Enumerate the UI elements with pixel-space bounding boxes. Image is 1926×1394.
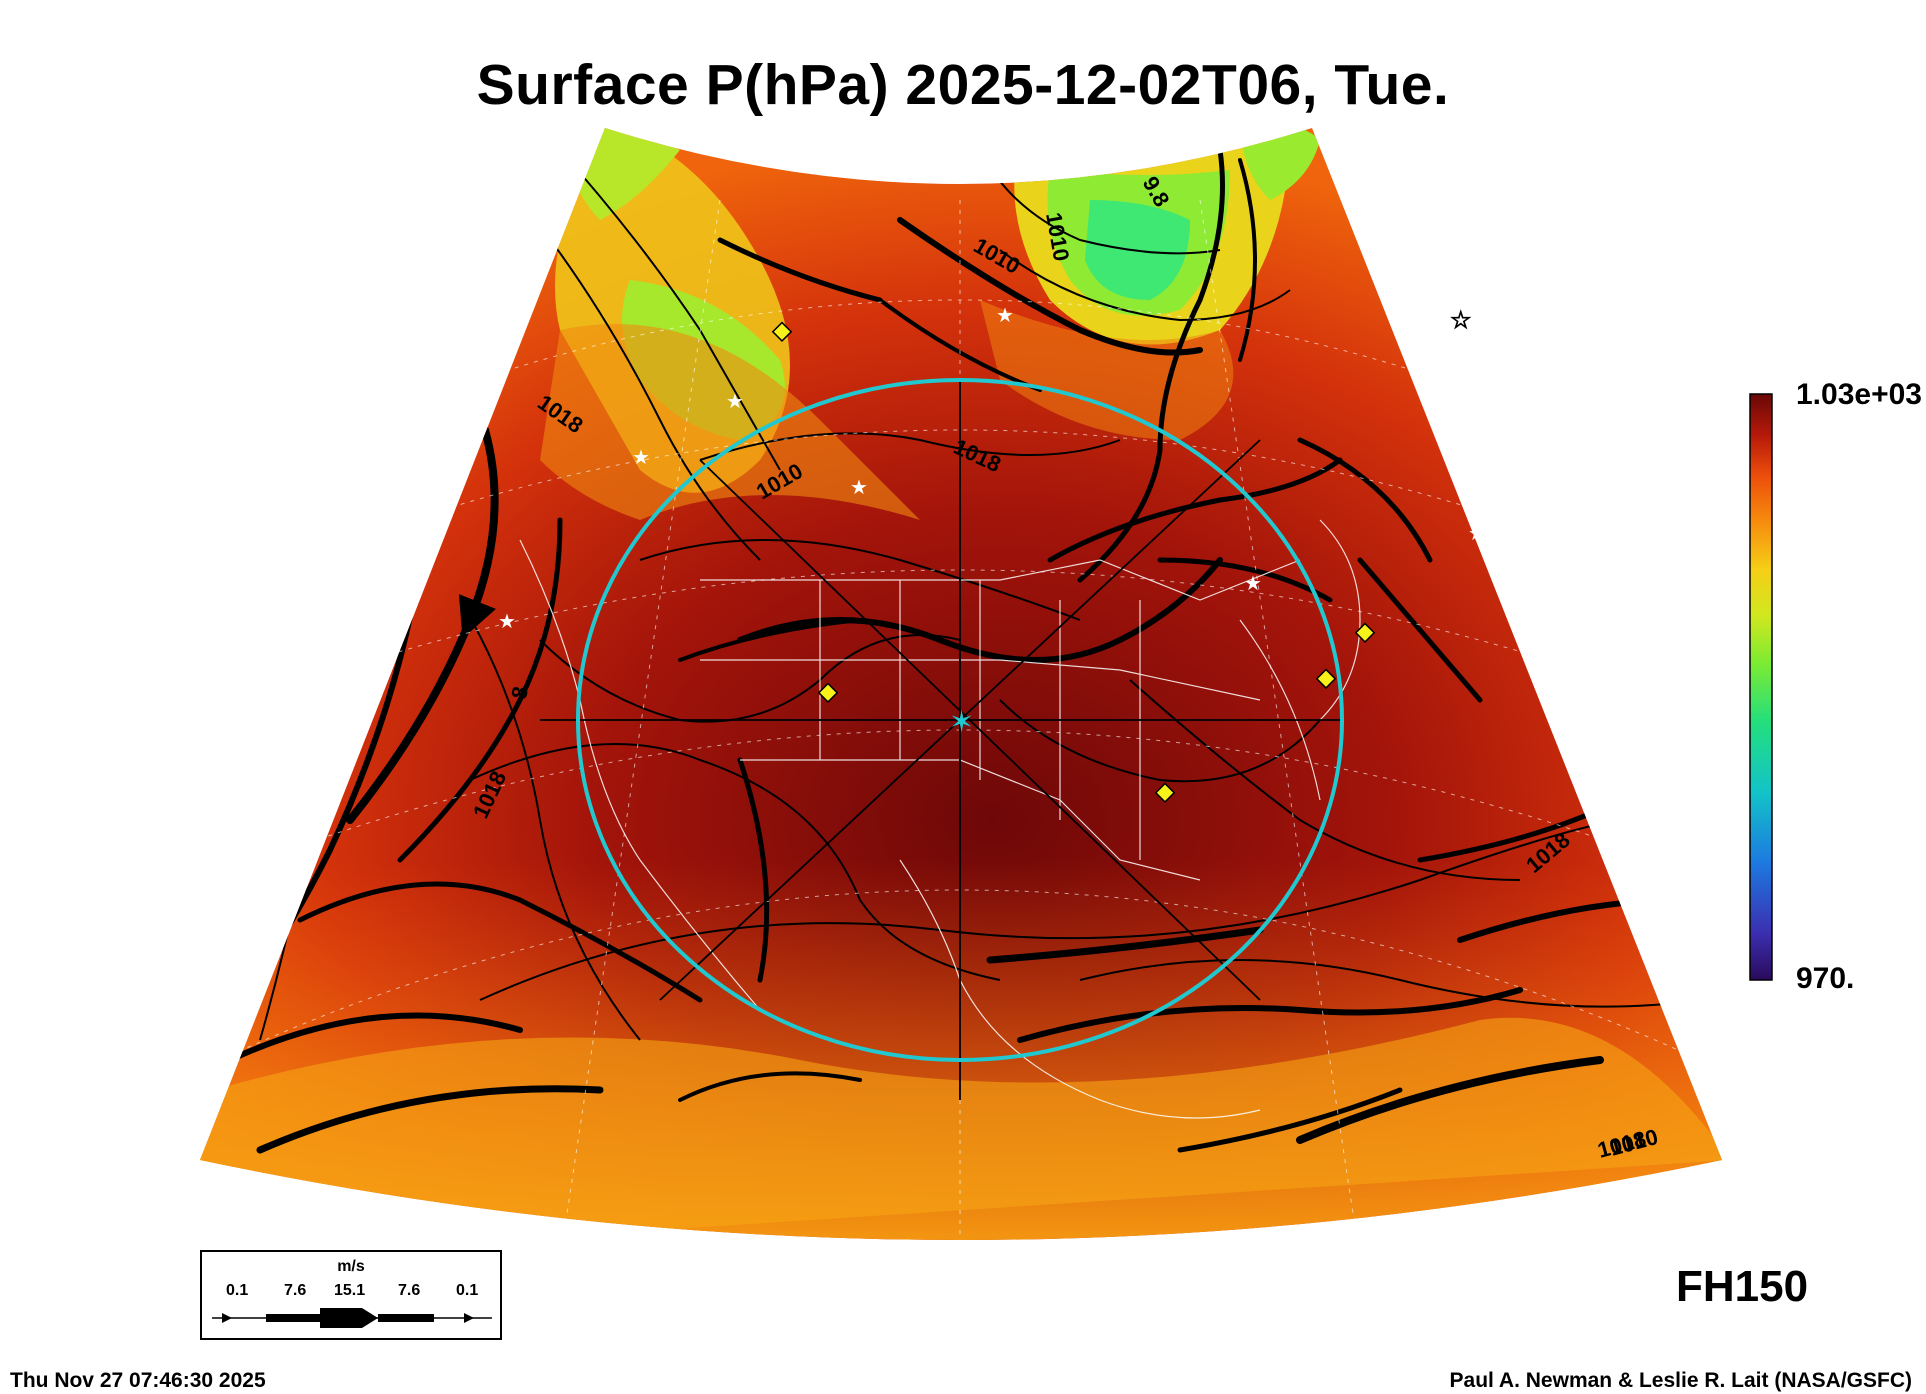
center-star-icon: ✶ — [949, 706, 974, 739]
wind-unit-label: m/s — [337, 1258, 365, 1275]
chart-title: Surface P(hPa) 2025-12-02T06, Tue. — [476, 53, 1450, 117]
white-star-icon: ★ — [726, 391, 744, 413]
colorbar-max-label: 1.03e+03 — [1796, 378, 1922, 411]
wind-speed-legend: m/s 0.1 7.6 15.1 7.6 0.1 — [200, 1250, 502, 1340]
station-diamond-icon — [771, 321, 793, 342]
forecast-hour: FH150 — [1676, 1262, 1809, 1311]
wind-tick-label: 7.6 — [398, 1282, 421, 1299]
wind-tick-label: 0.1 — [226, 1282, 249, 1299]
station-diamond-icon — [817, 682, 839, 703]
isobar-label: 8 — [506, 684, 533, 700]
footer-timestamp: Thu Nov 27 07:46:30 2025 — [10, 1369, 266, 1392]
wind-tick-label: 7.6 — [284, 1282, 307, 1299]
white-star-icon: ★ — [850, 477, 868, 499]
wind-scale-arrow — [212, 1308, 492, 1328]
station-diamond-icon — [1154, 782, 1176, 803]
white-star-icon: ★ — [498, 611, 516, 633]
footer-credit: Paul A. Newman & Leslie R. Lait (NASA/GS… — [1449, 1369, 1912, 1392]
station-markers — [771, 321, 1376, 803]
colorbar-min-label: 970. — [1796, 962, 1855, 995]
wind-tick-label: 0.1 — [456, 1282, 479, 1299]
wind-tick-label: 15.1 — [334, 1282, 366, 1299]
outline-star-icon: ☆ — [1450, 307, 1472, 334]
white-star-icon: ★ — [1244, 573, 1262, 595]
geographic-boundaries — [519, 519, 1361, 1119]
station-diamond-icon — [1315, 668, 1337, 689]
white-star-icon: ★ — [1468, 523, 1486, 545]
range-ring — [576, 378, 1344, 1062]
crosshair — [540, 380, 1340, 1100]
colorbar — [1749, 393, 1773, 981]
station-diamond-icon — [1354, 622, 1376, 643]
white-star-icon: ★ — [996, 305, 1014, 327]
white-star-icon: ★ — [632, 447, 650, 469]
white-star-markers: ★ ★ ★ ★ ★ ★ ★ — [498, 305, 1486, 633]
